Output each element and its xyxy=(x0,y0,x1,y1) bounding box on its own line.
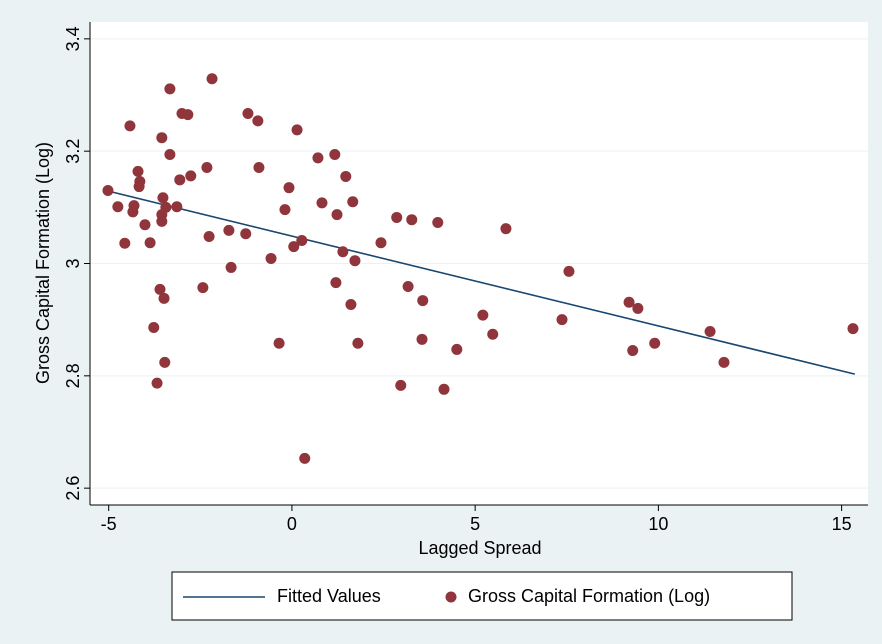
scatter-point xyxy=(349,255,361,267)
scatter-point xyxy=(164,149,176,161)
scatter-point xyxy=(329,149,341,161)
scatter-point xyxy=(159,356,171,368)
scatter-point xyxy=(296,234,308,246)
scatter-point xyxy=(171,201,183,213)
scatter-point xyxy=(347,196,359,208)
scatter-point xyxy=(279,204,291,216)
scatter-point xyxy=(102,184,114,196)
scatter-point xyxy=(197,282,209,294)
scatter-point xyxy=(337,246,349,258)
x-tick-label: 15 xyxy=(832,514,852,534)
scatter-point xyxy=(164,83,176,95)
scatter-point xyxy=(119,237,131,249)
scatter-point xyxy=(316,197,328,209)
scatter-point xyxy=(253,161,265,173)
legend-box xyxy=(171,571,793,621)
scatter-point xyxy=(563,265,575,277)
scatter-point xyxy=(291,124,303,136)
scatter-point xyxy=(438,383,450,395)
scatter-point xyxy=(206,73,218,85)
scatter-point xyxy=(148,322,160,334)
scatter-point xyxy=(174,174,186,186)
scatter-point xyxy=(283,182,295,194)
scatter-point xyxy=(391,211,403,223)
x-tick-label: -5 xyxy=(101,514,117,534)
y-tick-label: 2.6 xyxy=(63,476,83,501)
scatter-point xyxy=(352,337,364,349)
scatter-point xyxy=(124,120,136,132)
scatter-point xyxy=(416,333,428,345)
x-axis-title: Lagged Spread xyxy=(418,538,541,558)
scatter-point xyxy=(345,298,357,310)
scatter-point xyxy=(406,214,418,226)
scatter-point xyxy=(203,231,215,243)
scatter-point xyxy=(417,295,429,307)
scatter-point xyxy=(330,277,342,289)
scatter-point xyxy=(160,201,172,213)
scatter-point xyxy=(144,237,156,249)
scatter-point xyxy=(182,109,194,121)
scatter-point xyxy=(623,296,635,308)
scatter-point xyxy=(240,228,252,240)
legend-label: Fitted Values xyxy=(277,586,381,606)
scatter-point xyxy=(223,224,235,236)
scatter-point xyxy=(156,132,168,144)
scatter-point xyxy=(139,219,151,231)
y-tick-label: 3.4 xyxy=(63,26,83,51)
scatter-point xyxy=(704,325,716,337)
scatter-point xyxy=(134,176,146,188)
scatter-point xyxy=(154,283,166,295)
scatter-point xyxy=(312,152,324,164)
scatter-point xyxy=(132,165,144,177)
legend-label: Gross Capital Formation (Log) xyxy=(468,586,710,606)
scatter-point xyxy=(375,237,387,249)
x-tick-label: 5 xyxy=(470,514,480,534)
scatter-point xyxy=(402,281,414,293)
y-tick-label: 3 xyxy=(63,258,83,268)
scatter-point xyxy=(556,314,568,326)
scatter-point xyxy=(340,170,352,182)
scatter-point xyxy=(158,292,170,304)
scatter-point xyxy=(718,356,730,368)
scatter-point xyxy=(185,170,197,182)
scatter-point xyxy=(157,192,169,204)
scatter-point xyxy=(395,379,407,391)
scatter-point xyxy=(500,223,512,235)
y-tick-label: 2.8 xyxy=(63,363,83,388)
scatter-point xyxy=(331,209,343,221)
scatter-point xyxy=(242,108,254,120)
x-tick-label: 0 xyxy=(287,514,297,534)
scatter-point xyxy=(451,343,463,355)
scatter-point xyxy=(265,252,277,264)
y-tick-label: 3.2 xyxy=(63,139,83,164)
scatter-point xyxy=(627,345,639,357)
scatter-point xyxy=(128,200,140,212)
legend-marker xyxy=(445,591,457,603)
x-tick-label: 10 xyxy=(648,514,668,534)
scatter-point xyxy=(252,115,264,127)
scatter-point xyxy=(288,241,300,253)
scatter-point xyxy=(273,337,285,349)
scatter-point xyxy=(847,323,859,335)
scatter-point xyxy=(487,328,499,340)
scatter-point xyxy=(649,337,661,349)
scatter-point xyxy=(201,161,213,173)
scatter-point xyxy=(432,217,444,229)
fitted-line xyxy=(110,190,855,375)
scatter-point xyxy=(299,452,311,464)
scatter-point xyxy=(477,309,489,321)
y-axis-title: Gross Capital Formation (Log) xyxy=(33,142,53,384)
scatter-point xyxy=(632,302,644,314)
scatter-point xyxy=(151,377,163,389)
scatter-point xyxy=(225,261,237,273)
scatter-point xyxy=(112,201,124,213)
